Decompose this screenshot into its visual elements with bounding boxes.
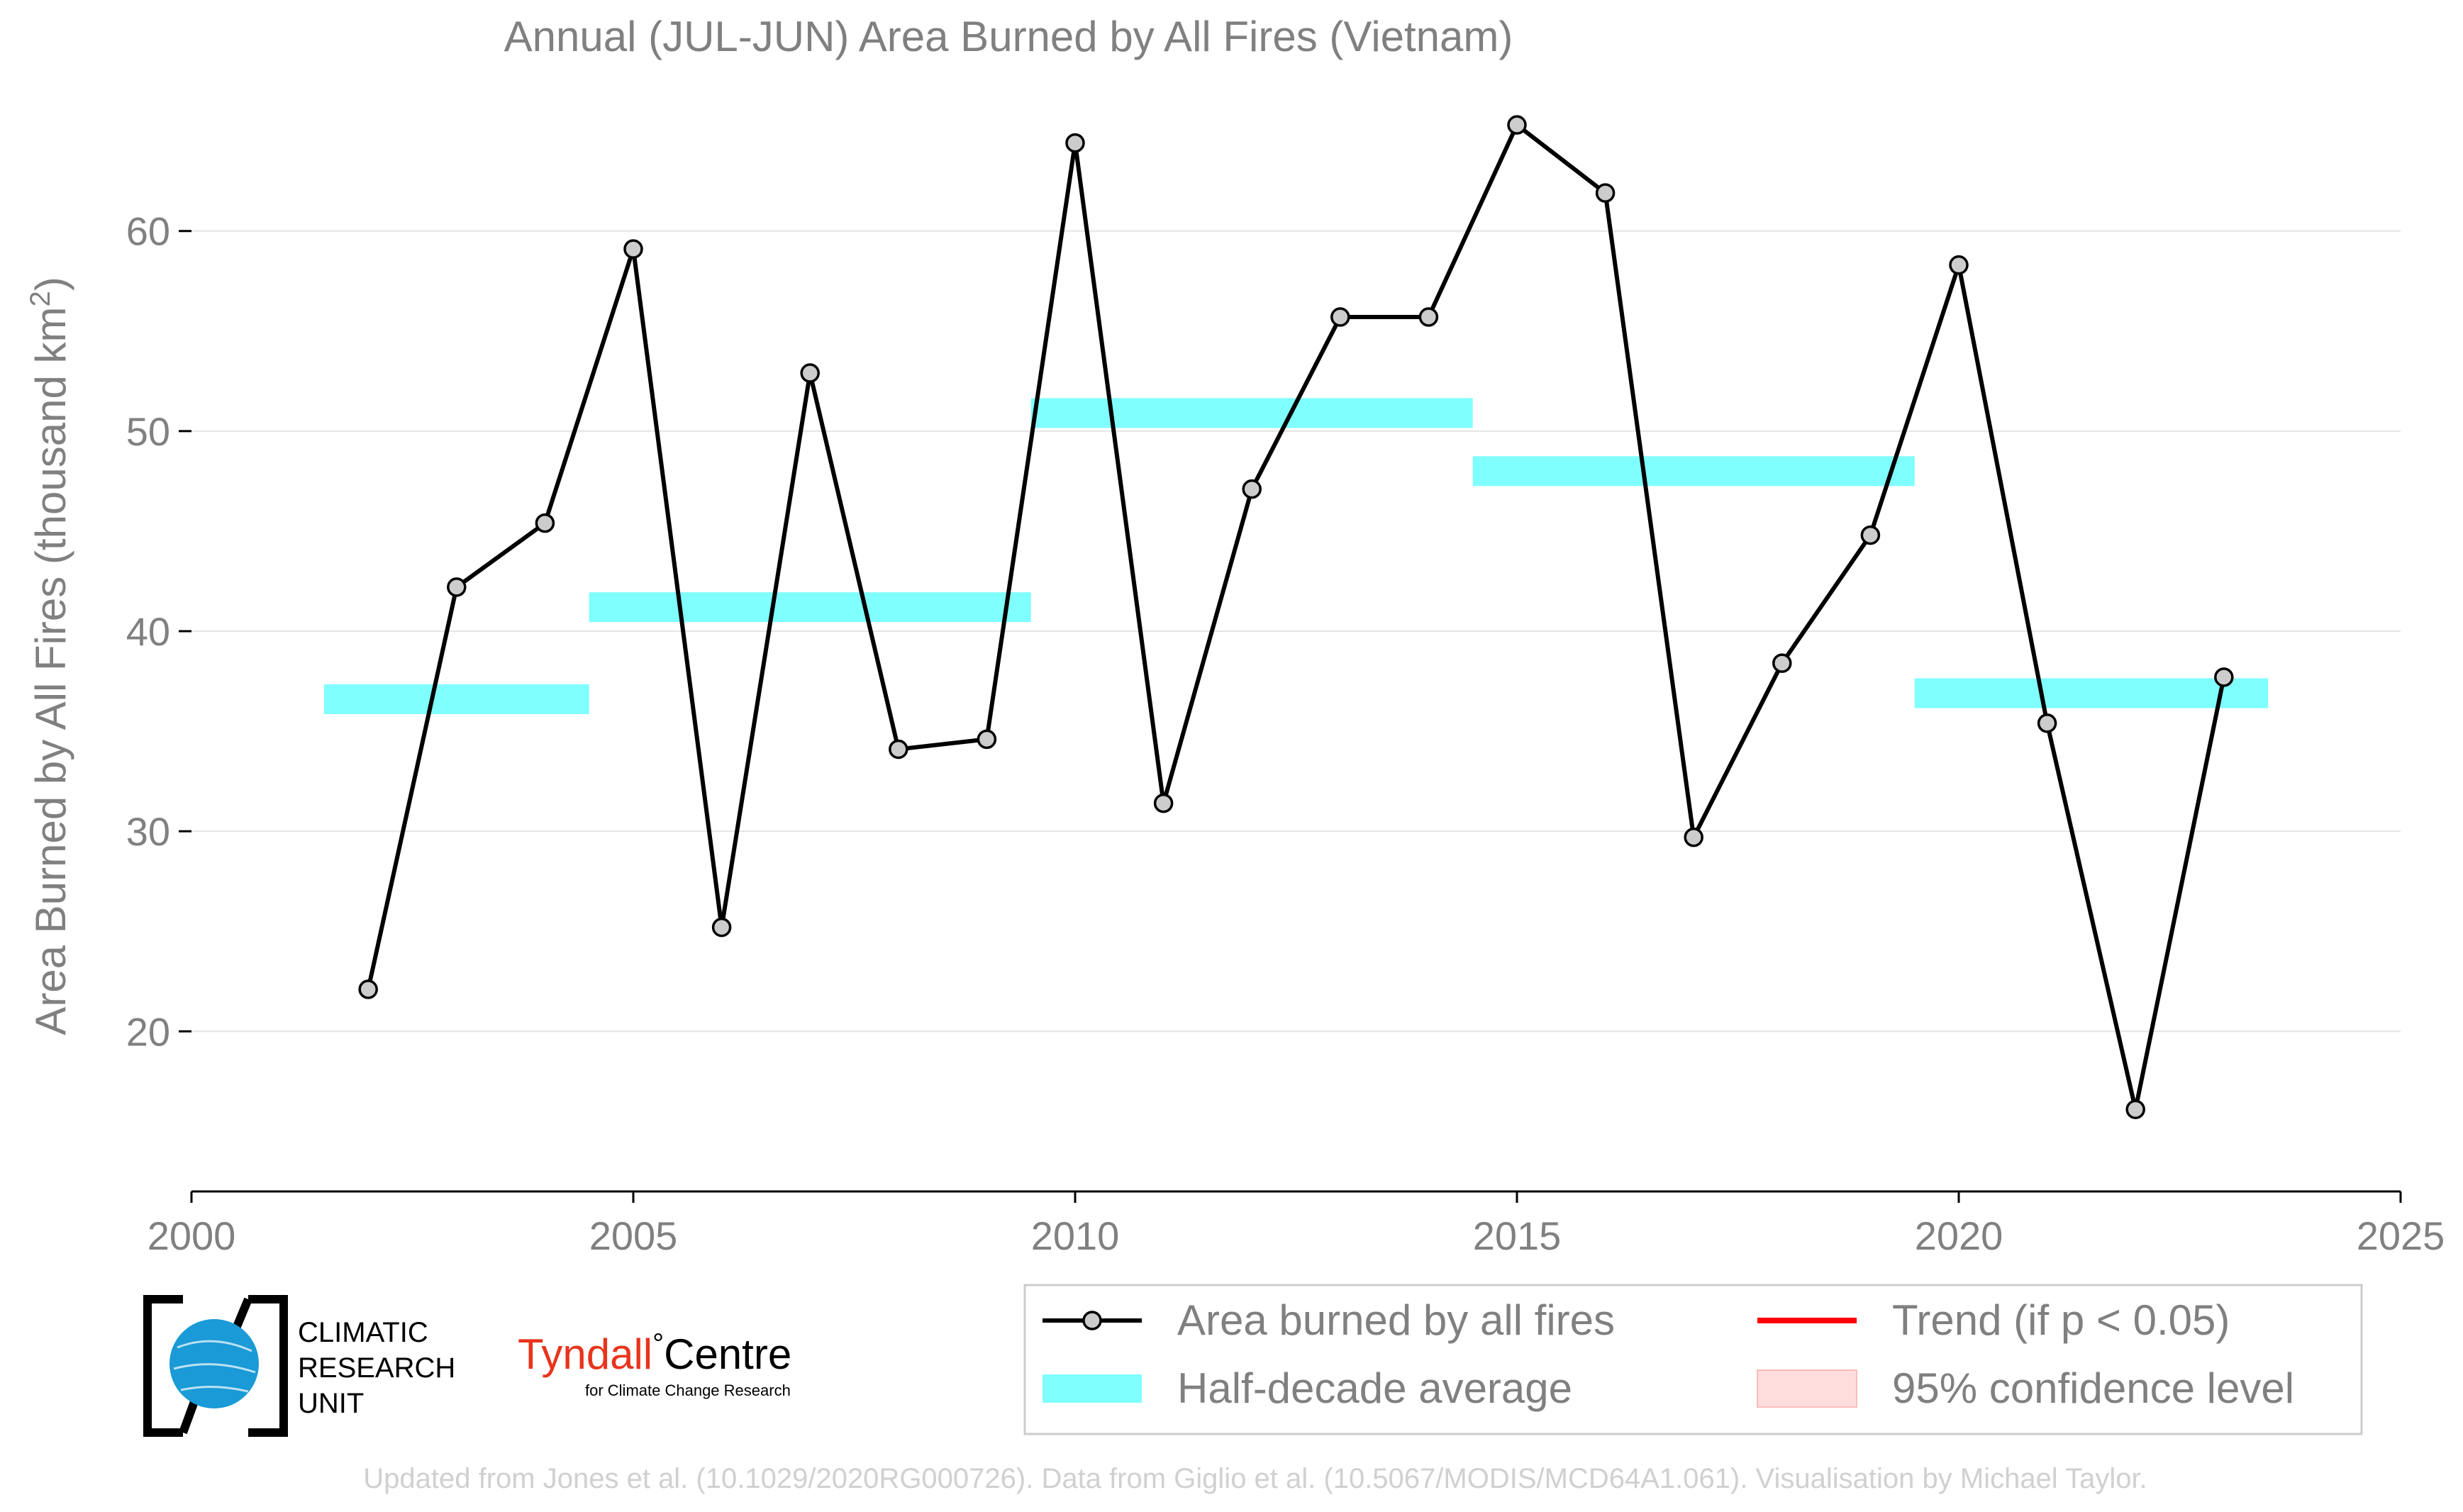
legend-item-area-burned: Area burned by all fires <box>1043 1296 1615 1344</box>
y-tick-label-60: 60 <box>126 209 170 254</box>
legend-item-confidence: 95% confidence level <box>1757 1364 2294 1412</box>
tyndall-subtitle: for Climate Change Research <box>585 1382 791 1399</box>
data-point-2017 <box>1684 827 1703 847</box>
x-axis-ticks: 2000 2005 2010 2015 2020 2025 <box>148 1191 2445 1258</box>
data-point-2014 <box>1418 307 1439 327</box>
legend-label-half-decade: Half-decade average <box>1177 1364 1572 1412</box>
cru-text-line-2: RESEARCH <box>298 1352 455 1384</box>
legend-item-trend: Trend (if p < 0.05) <box>1757 1296 2230 1344</box>
data-point-2016 <box>1595 183 1616 203</box>
cru-text-line-1: CLIMATIC <box>298 1317 428 1348</box>
data-point-2003 <box>447 577 467 597</box>
cru-logo: CLIMATIC RESEARCH UNIT <box>143 1295 455 1437</box>
gridlines <box>191 230 2401 1033</box>
data-point-2015 <box>1507 115 1527 135</box>
x-tick-label-2020: 2020 <box>1915 1213 2003 1258</box>
x-tick-label-2015: 2015 <box>1473 1213 1562 1258</box>
half-decade-band-1 <box>589 592 1031 623</box>
data-point-2008 <box>889 739 908 760</box>
data-point-2021 <box>2037 713 2057 733</box>
chart-title: Annual (JUL-JUN) Area Burned by All Fire… <box>504 13 1513 60</box>
tyndall-main-text: Tyndall <box>518 1330 652 1378</box>
data-point-2007 <box>800 363 820 383</box>
data-point-2004 <box>535 513 555 533</box>
x-tick-label-2000: 2000 <box>148 1213 236 1258</box>
y-axis-label-superscript: 2 <box>25 291 56 306</box>
legend-label-area-burned: Area burned by all fires <box>1177 1296 1615 1344</box>
legend-marker-icon <box>1082 1311 1102 1330</box>
data-point-2019 <box>1860 525 1881 545</box>
data-point-2002 <box>358 979 378 999</box>
data-point-2011 <box>1153 793 1174 813</box>
y-axis-label-main: Area Burned by All Fires (thousand km <box>27 307 74 1035</box>
half-decade-band-3 <box>1472 456 1915 487</box>
half-decade-bands <box>323 398 2269 714</box>
data-point-2005 <box>623 239 643 259</box>
y-tick-label-40: 40 <box>126 609 170 654</box>
x-tick-label-2025: 2025 <box>2357 1213 2445 1258</box>
legend: Area burned by all fires Trend (if p < 0… <box>1023 1284 2363 1435</box>
series-line-0 <box>366 123 2226 1112</box>
y-axis-ticks: 20 30 40 50 60 <box>126 209 191 1054</box>
data-point-2009 <box>977 729 997 750</box>
y-tick-label-20: 20 <box>126 1009 170 1054</box>
data-point-2006 <box>711 917 732 938</box>
tyndall-centre-text: Centre <box>664 1330 791 1378</box>
legend-label-confidence: 95% confidence level <box>1892 1364 2294 1412</box>
y-axis-label: Area Burned by All Fires (thousand km2) <box>25 277 74 1035</box>
data-point-2020 <box>1949 255 1969 275</box>
half-decade-band-4 <box>1914 678 2269 708</box>
y-tick-label-50: 50 <box>126 409 170 454</box>
data-point-2013 <box>1330 307 1350 327</box>
half-decade-band-0 <box>323 684 589 714</box>
x-tick-label-2005: 2005 <box>589 1213 678 1258</box>
data-point-2018 <box>1772 653 1792 673</box>
y-tick-label-30: 30 <box>126 809 170 854</box>
y-axis-label-close: ) <box>27 277 74 291</box>
legend-item-half-decade: Half-decade average <box>1043 1364 1572 1412</box>
data-point-2010 <box>1065 133 1085 153</box>
credit-text: Updated from Jones et al. (10.1029/2020R… <box>363 1463 2147 1494</box>
data-point-2022 <box>2125 1099 2145 1120</box>
data-point-2012 <box>1242 479 1262 499</box>
tyndall-logo: Tyndall°Centre for Climate Change Resear… <box>518 1328 791 1399</box>
data-point-2023 <box>2214 667 2234 687</box>
half-decade-band-2 <box>1030 398 1473 428</box>
tyndall-degree: ° <box>652 1328 664 1360</box>
x-tick-label-2010: 2010 <box>1031 1213 1120 1258</box>
tyndall-wordmark: Tyndall°Centre <box>518 1328 791 1378</box>
legend-label-trend: Trend (if p < 0.05) <box>1892 1296 2230 1344</box>
cru-text-line-3: UNIT <box>298 1388 364 1419</box>
legend-swatch-confidence <box>1757 1369 1857 1408</box>
legend-box <box>1023 1284 2363 1435</box>
series-area-burned <box>358 115 2234 1120</box>
legend-swatch-half-decade <box>1043 1374 1142 1403</box>
